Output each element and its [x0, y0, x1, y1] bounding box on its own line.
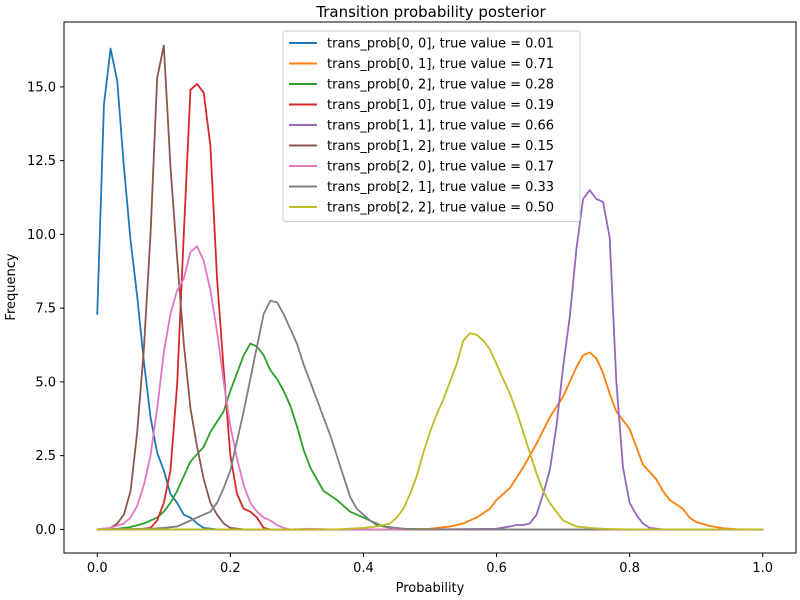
legend-label: trans_prob[2, 1], true value = 0.33: [327, 180, 554, 195]
legend-label: trans_prob[0, 1], true value = 0.71: [327, 57, 554, 72]
legend-label: trans_prob[2, 2], true value = 0.50: [327, 201, 554, 216]
x-tick-label: 0.6: [486, 561, 507, 576]
x-tick-label: 0.2: [220, 561, 241, 576]
series-line-9: [96, 332, 764, 531]
legend-box: [282, 30, 581, 222]
x-tick-label: 1.0: [752, 561, 773, 576]
legend-label: trans_prob[1, 2], true value = 0.15: [327, 139, 554, 154]
axes-frame: [63, 21, 797, 554]
y-axis-label: Frequency: [4, 253, 19, 320]
y-tick-label: 0.0: [35, 523, 56, 538]
y-tick-label: 7.5: [35, 302, 56, 317]
x-axis-label: Probability: [396, 581, 465, 596]
x-tick-label: 0.0: [87, 561, 108, 576]
legend-label: trans_prob[0, 0], true value = 0.01: [327, 37, 554, 52]
legend-label: trans_prob[1, 0], true value = 0.19: [327, 98, 554, 113]
x-tick-label: 0.8: [619, 561, 640, 576]
series-line-2: [96, 351, 764, 531]
series-line-6: [96, 44, 764, 531]
series-line-4: [96, 83, 764, 531]
y-tick-label: 10.0: [27, 228, 56, 243]
chart-title: Transition probability posterior: [315, 3, 546, 21]
y-tick-label: 15.0: [27, 80, 56, 95]
legend-label: trans_prob[2, 0], true value = 0.17: [327, 160, 554, 175]
series-line-8: [96, 299, 764, 531]
y-tick-label: 5.0: [35, 375, 56, 390]
legend-label: trans_prob[1, 1], true value = 0.66: [327, 119, 554, 134]
y-tick-label: 2.5: [35, 449, 56, 464]
y-tick-label: 12.5: [27, 154, 56, 169]
series-line-5: [96, 189, 764, 531]
legend: trans_prob[0, 0], true value = 0.01 trans…: [282, 30, 581, 222]
x-axis: 0.0 0.2 0.4 0.6 0.8 1.0: [87, 553, 773, 576]
series-line-7: [96, 245, 764, 531]
legend-label: trans_prob[0, 2], true value = 0.28: [327, 78, 554, 93]
y-axis: 0.0 2.5 5.0 7.5 10.0 12.5 15.0: [27, 80, 64, 538]
plot-area: [96, 44, 764, 531]
x-tick-label: 0.4: [353, 561, 374, 576]
